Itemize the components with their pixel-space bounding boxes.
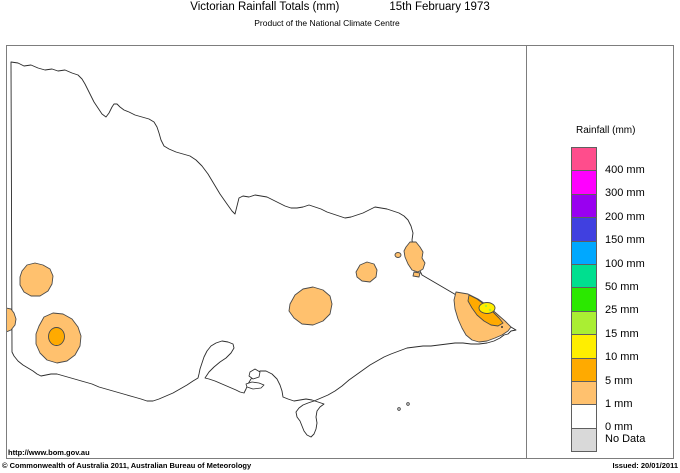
legend-swatch-5-mm: [571, 357, 597, 382]
coast-speck: [501, 326, 503, 328]
legend-label-15-mm: 15 mm: [605, 327, 639, 340]
legend-label-10-mm: 10 mm: [605, 351, 639, 364]
legend-swatch-10-mm: [571, 334, 597, 359]
legend-swatch-1-mm: [571, 381, 597, 406]
page-subtitle: Product of the National Climate Centre: [254, 18, 400, 28]
legend-label-150-mm: 150 mm: [605, 234, 645, 247]
state-outline: [10, 61, 517, 438]
victoria-map: [7, 61, 517, 438]
map-frame: [6, 45, 674, 459]
footer-issued: Issued: 20/01/2011: [612, 461, 678, 470]
legend-label-25-mm: 25 mm: [605, 304, 639, 317]
phillip-island: [245, 381, 265, 390]
page-title: Victorian Rainfall Totals (mm): [190, 1, 340, 13]
legend-swatch-200-mm: [571, 193, 597, 219]
rainfall-region-northwest: [19, 262, 54, 297]
legend-divider: [526, 46, 527, 458]
islet-1: [397, 407, 401, 411]
rainfall-peak-speck-2: [488, 308, 492, 312]
legend-swatch-50-mm: [571, 264, 597, 289]
legend-swatch-25-mm: [571, 287, 597, 312]
legend-panel: Rainfall (mm) 400 mm 300 mm 200 mm 150 mm 10…: [526, 45, 673, 458]
rainfall-inner-east-gippsland: [478, 302, 496, 314]
rainfall-region-west-border: [7, 307, 17, 333]
legend-label-5-mm: 5 mm: [605, 374, 633, 387]
rainfall-region-northeast-small: [394, 252, 402, 258]
legend-swatch-400-mm: [571, 147, 597, 172]
rainfall-region-northeast-lower: [412, 271, 421, 278]
legend-label-200-mm: 200 mm: [605, 210, 645, 223]
rainfall-peak-speck-1: [484, 304, 488, 308]
legend-swatch-150-mm: [571, 217, 597, 242]
legend-label-100-mm: 100 mm: [605, 257, 645, 270]
rainfall-region-north-central: [355, 261, 378, 283]
legend-swatch-no-data: [571, 427, 597, 453]
legend-label-400-mm: 400 mm: [605, 163, 645, 176]
footer-copyright: © Commonwealth of Australia 2011, Austra…: [2, 461, 252, 470]
legend-swatch-0-mm: [571, 404, 597, 429]
rainfall-region-northeast: [403, 241, 426, 273]
french-island: [248, 368, 261, 380]
legend-swatch-100-mm: [571, 240, 597, 265]
rainfall-core-southwest: [48, 327, 65, 346]
legend-label-1-mm: 1 mm: [605, 397, 633, 410]
legend-label-0-mm: 0 mm: [605, 421, 633, 434]
footer-url: http://www.bom.gov.au: [8, 448, 90, 457]
rainfall-region-central: [288, 286, 333, 326]
map-date: 15th February 1973: [389, 1, 490, 13]
legend-label-no-data: No Data: [605, 433, 646, 445]
legend-label-300-mm: 300 mm: [605, 187, 645, 200]
header: Victorian Rainfall Totals (mm) 15th Febr…: [0, 1, 680, 13]
legend-title: Rainfall (mm): [576, 125, 636, 136]
legend-swatch-15-mm: [571, 310, 597, 336]
islet-2: [406, 402, 410, 406]
legend-swatch-300-mm: [571, 170, 597, 195]
legend-label-50-mm: 50 mm: [605, 280, 639, 293]
